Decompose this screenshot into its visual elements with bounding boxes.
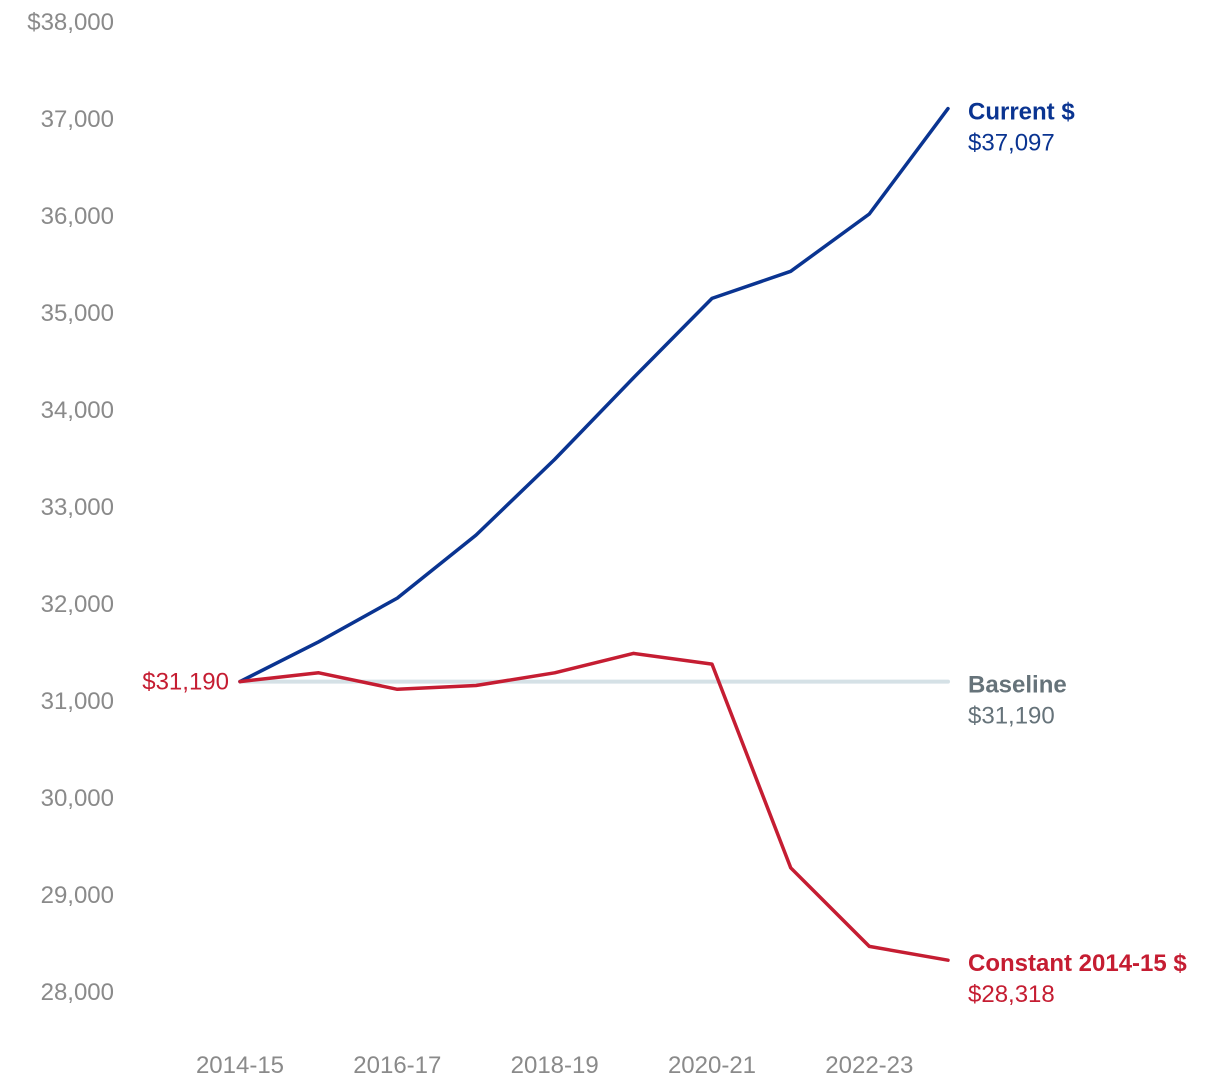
y-tick-label-36000: 36,000 — [41, 203, 114, 230]
series-name-label-current: Current $ — [968, 99, 1075, 126]
y-tick-label-31000: 31,000 — [41, 688, 114, 715]
series-end-value-baseline: $31,190 — [968, 703, 1055, 730]
x-tick-label-2014-15: 2014-15 — [196, 1052, 284, 1079]
y-tick-label-30000: 30,000 — [41, 785, 114, 812]
x-tick-label-2020-21: 2020-21 — [668, 1052, 756, 1079]
y-tick-label-38000: $38,000 — [27, 9, 114, 36]
series-line-constant-2014-15 — [238, 651, 950, 962]
y-tick-label-37000: 37,000 — [41, 106, 114, 133]
series-name-label-baseline: Baseline — [968, 672, 1067, 699]
series-end-value-constant-2014-15: $28,318 — [968, 981, 1055, 1008]
y-tick-label-34000: 34,000 — [41, 397, 114, 424]
y-tick-label-28000: 28,000 — [41, 979, 114, 1006]
x-axis: 2014-15 2016-17 2018-19 2020-21 2022-23 — [196, 1052, 913, 1079]
y-axis: 28,000 29,000 30,000 31,000 32,000 33,000 34,0… — [27, 9, 114, 1006]
start-value-label: $31,190 — [142, 669, 229, 696]
y-tick-label-32000: 32,000 — [41, 591, 114, 618]
series-labels: Current $ $37,097 Baseline $31,190 Constant … — [142, 99, 1187, 1009]
x-tick-label-2016-17: 2016-17 — [353, 1052, 441, 1079]
series-line-current — [238, 106, 950, 684]
y-tick-label-29000: 29,000 — [41, 882, 114, 909]
series-name-label-constant-2014-15: Constant 2014-15 $ — [968, 950, 1187, 977]
y-tick-label-33000: 33,000 — [41, 494, 114, 521]
series-end-value-current: $37,097 — [968, 130, 1055, 157]
series-lines — [238, 106, 950, 962]
x-tick-label-2018-19: 2018-19 — [511, 1052, 599, 1079]
x-tick-label-2022-23: 2022-23 — [825, 1052, 913, 1079]
y-tick-label-35000: 35,000 — [41, 300, 114, 327]
